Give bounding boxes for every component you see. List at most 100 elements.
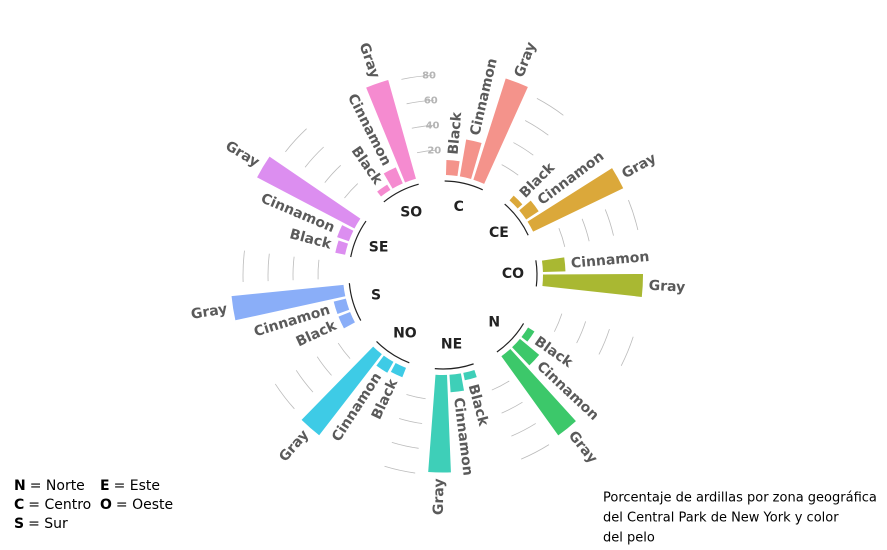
legend-abbr: C	[14, 497, 24, 513]
caption-line: del pelo	[603, 531, 655, 546]
group-label: N	[488, 315, 500, 331]
legend-abbr: E	[100, 478, 110, 494]
grid-arc	[391, 441, 419, 449]
group-label: SE	[369, 240, 389, 256]
y-tick-label: 20	[427, 145, 441, 156]
bar-label: Gray	[431, 478, 448, 515]
grid-arc	[576, 321, 587, 344]
legend-text: = Oeste	[116, 497, 173, 513]
bar	[301, 346, 382, 436]
bar	[509, 195, 523, 209]
bar-label: Gray	[648, 278, 685, 296]
grid-arc	[628, 199, 639, 231]
bar	[231, 284, 346, 321]
grid-arc	[304, 146, 324, 168]
grid-arc	[324, 165, 341, 183]
grid-arc	[554, 313, 563, 332]
legend-note: O = Oeste	[100, 497, 173, 513]
grid-arc	[285, 128, 307, 153]
grid-arc	[344, 183, 359, 199]
bar	[459, 139, 482, 180]
bar	[338, 311, 355, 329]
legend-abbr: O	[100, 497, 112, 513]
y-tick-label: 60	[424, 95, 438, 106]
grid-arc	[536, 98, 564, 116]
grid-arc	[317, 259, 320, 280]
bar	[333, 298, 350, 315]
grid-arc	[501, 164, 519, 176]
grid-arc	[520, 444, 550, 460]
grid-arc	[620, 336, 634, 366]
group-arc	[348, 283, 362, 321]
bar	[519, 200, 539, 220]
bar	[473, 78, 528, 184]
bar	[527, 168, 624, 232]
group-arc	[496, 323, 525, 353]
grid-arc	[501, 401, 523, 414]
group-label: CE	[489, 225, 509, 241]
caption-line: del Central Park de New York y color	[603, 511, 839, 526]
group-arc	[376, 341, 410, 364]
grid-arc	[598, 328, 610, 355]
bar	[541, 257, 566, 273]
grid-arc	[524, 120, 549, 136]
group-arc	[383, 183, 419, 203]
group-label: S	[371, 287, 381, 303]
bar	[449, 373, 465, 393]
legend-text: = Centro	[28, 497, 91, 513]
caption: Porcentaje de ardillas por zona geográfi…	[603, 491, 877, 546]
caption-line: Porcentaje de ardillas por zona geográfi…	[603, 491, 877, 506]
bar-label: Gray	[276, 427, 312, 465]
legend-text: = Sur	[28, 516, 68, 532]
grid-arc	[604, 209, 614, 236]
grid-arc	[267, 253, 270, 282]
bar-label: Gray	[619, 150, 659, 182]
grid-arc	[316, 356, 332, 376]
bar	[337, 225, 354, 242]
grid-arc	[242, 250, 245, 282]
group-label: NE	[441, 336, 462, 352]
bar-label: Gray	[356, 41, 383, 81]
bar	[390, 363, 407, 378]
grid-arc	[416, 149, 437, 154]
grid-arc	[274, 383, 295, 410]
bar	[376, 355, 394, 373]
bar-label: Cinnamon	[570, 249, 650, 272]
grid-arc	[491, 380, 510, 391]
legend-note: E = Este	[100, 478, 160, 494]
bar	[366, 80, 416, 183]
grid-arc	[513, 142, 534, 156]
legend-text: = Este	[114, 478, 160, 494]
bar-label: Black	[446, 111, 466, 155]
grid-arc	[292, 256, 295, 281]
grid-arc	[401, 74, 433, 80]
group-arc	[535, 260, 538, 287]
grid-arc	[384, 465, 416, 474]
grid-arc	[406, 99, 434, 105]
y-tick-label: 80	[422, 70, 436, 81]
grid-arc	[558, 228, 566, 247]
y-tick-label: 40	[426, 120, 440, 131]
bar-label: Gray	[222, 138, 262, 171]
bar	[257, 156, 361, 229]
grid-arc	[295, 370, 314, 393]
bar	[521, 327, 535, 342]
legend-text: = Norte	[30, 478, 85, 494]
bar	[501, 348, 576, 436]
group-label: SO	[400, 205, 422, 221]
bar	[463, 369, 477, 381]
bar	[377, 184, 391, 197]
bar-label: Gray	[512, 40, 540, 80]
bar	[428, 374, 451, 473]
legend-note: N = Norte	[14, 478, 85, 494]
grid-arc	[406, 394, 426, 400]
group-label: NO	[393, 326, 417, 342]
bar	[542, 273, 643, 297]
bar-label: Gray	[565, 428, 600, 466]
group-label: CO	[502, 266, 524, 282]
grid-arc	[399, 418, 423, 424]
legend-note: S = Sur	[14, 516, 68, 532]
